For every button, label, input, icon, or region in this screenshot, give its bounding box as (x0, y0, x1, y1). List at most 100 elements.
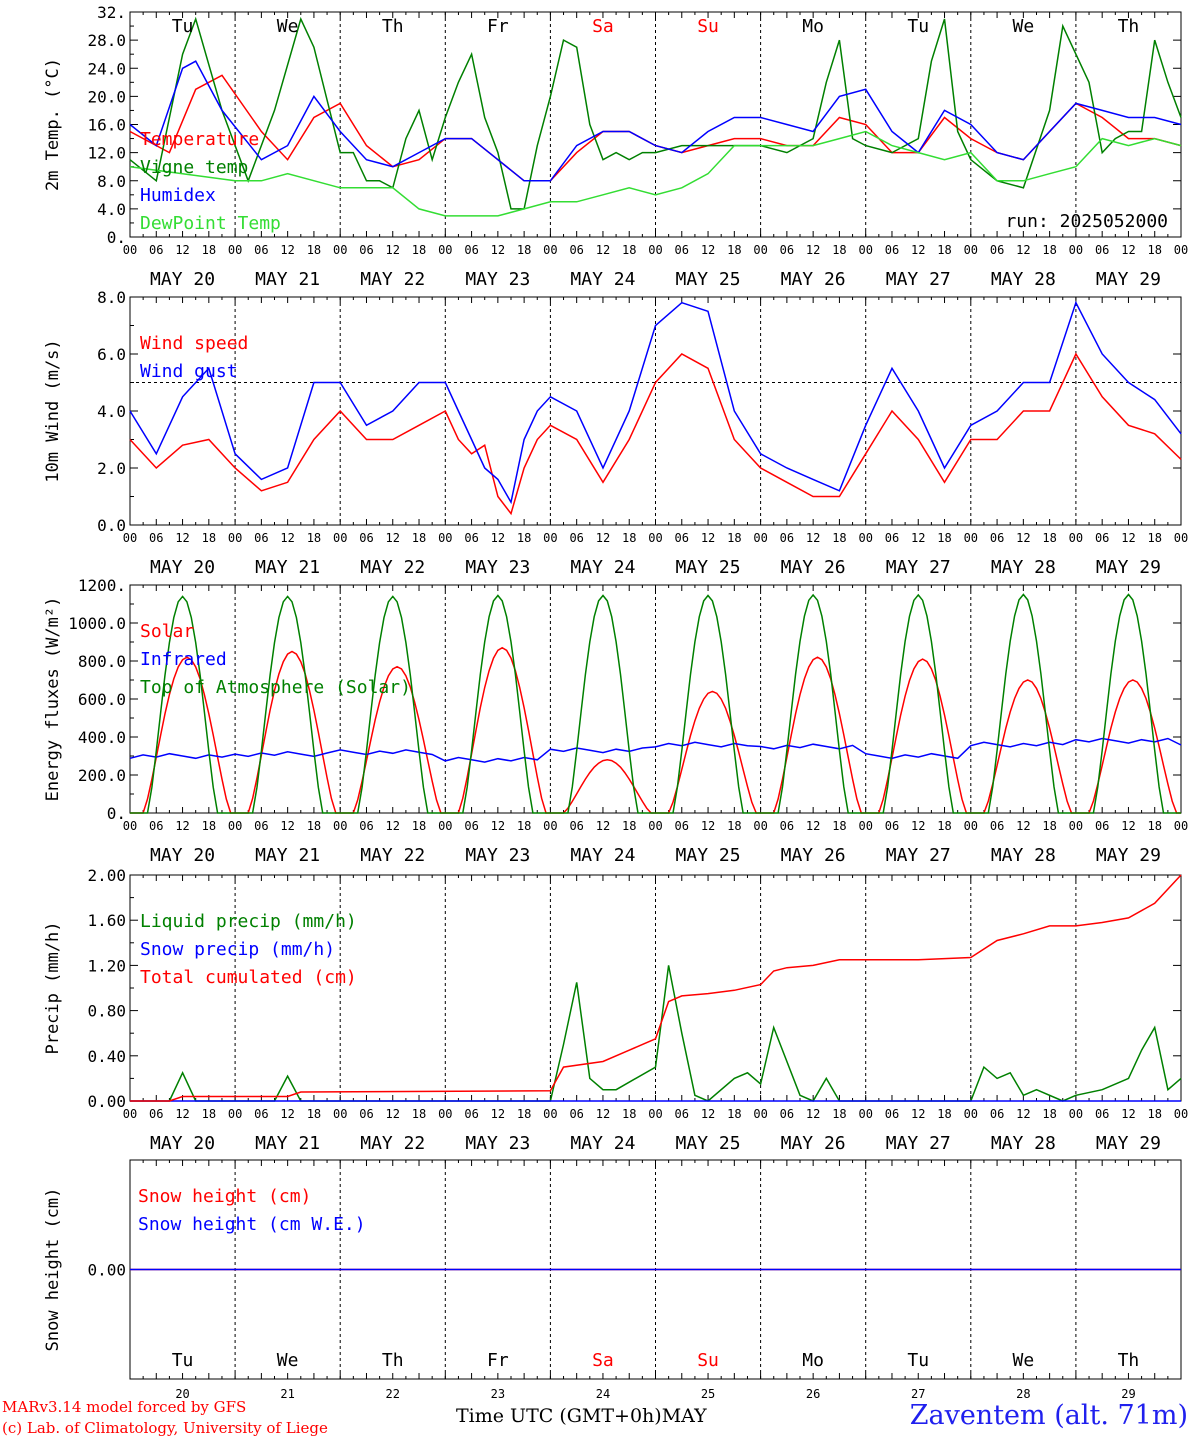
location-title: Zaventem (alt. 71m) (909, 1400, 1188, 1431)
day-name-label: Tu (907, 16, 929, 37)
hour-tick-label: 00 (123, 531, 137, 545)
hour-tick-label: 18 (1147, 531, 1161, 545)
legend-entry: Snow height (cm) (138, 1186, 311, 1207)
hour-tick-label: 12 (806, 819, 820, 833)
hour-tick-label: 00 (123, 243, 137, 257)
date-label: MAY 21 (255, 557, 320, 578)
hour-tick-label: 06 (1095, 1107, 1109, 1121)
hour-tick-label: 18 (1147, 243, 1161, 257)
day-name-label: Tu (172, 16, 194, 37)
y-tick-label: 8.0 (97, 172, 126, 191)
hour-tick-label: 06 (569, 531, 583, 545)
hour-tick-label: 06 (1095, 819, 1109, 833)
y-tick-label: 1200. (78, 576, 126, 595)
day-name-label: Mo (802, 1350, 824, 1371)
hour-tick-label: 06 (254, 819, 268, 833)
hour-tick-label: 12 (280, 1107, 294, 1121)
hour-tick-label: 06 (675, 531, 689, 545)
date-label: MAY 27 (886, 1133, 951, 1154)
y-tick-label: 0.80 (87, 1002, 126, 1021)
hour-tick-label: 18 (202, 819, 216, 833)
day-number-label: 28 (1016, 1387, 1030, 1401)
hour-tick-label: 12 (806, 243, 820, 257)
xaxis-title-text: Time UTC (GMT+0h) (456, 1405, 662, 1427)
y-tick-label: 0. (107, 804, 126, 823)
series-line-top-of-atmosphere-solar- (130, 593, 1181, 814)
panel-frame (129, 11, 1182, 238)
hour-tick-label: 00 (648, 1107, 662, 1121)
y-axis-label: Snow height (cm) (43, 1188, 63, 1352)
hour-tick-label: 18 (622, 819, 636, 833)
hour-tick-label: 00 (1174, 243, 1188, 257)
date-label: MAY 22 (360, 1133, 425, 1154)
hour-tick-label: 12 (701, 819, 715, 833)
date-label: MAY 29 (1096, 845, 1161, 866)
hour-tick-label: 12 (911, 1107, 925, 1121)
day-number-label: 25 (701, 1387, 715, 1401)
hour-tick-label: 12 (1016, 1107, 1030, 1121)
hour-tick-label: 12 (596, 1107, 610, 1121)
hour-tick-label: 18 (412, 243, 426, 257)
date-label: MAY 24 (570, 557, 635, 578)
date-label: MAY 23 (465, 1133, 530, 1154)
hour-tick-label: 06 (885, 1107, 899, 1121)
panel-2: 10m Wind (m/s) (43, 296, 1182, 526)
hour-tick-label: 06 (254, 531, 268, 545)
hour-tick-label: 12 (596, 819, 610, 833)
hour-tick-label: 06 (149, 531, 163, 545)
legend-entry: Solar (140, 621, 194, 642)
y-tick-label: 1.60 (87, 911, 126, 930)
hour-tick-label: 12 (1016, 531, 1030, 545)
hour-tick-label: 00 (1174, 1107, 1188, 1121)
hour-tick-label: 12 (175, 819, 189, 833)
date-label: MAY 26 (781, 557, 846, 578)
day-number-label: 24 (596, 1387, 610, 1401)
date-label: MAY 20 (150, 269, 215, 290)
panel-4: Precip (mm/h) (43, 874, 1182, 1102)
hour-tick-label: 00 (438, 531, 452, 545)
hour-tick-label: 18 (202, 243, 216, 257)
hour-tick-label: 06 (464, 531, 478, 545)
hour-tick-label: 06 (675, 819, 689, 833)
hour-tick-label: 00 (228, 1107, 242, 1121)
hour-tick-label: 06 (885, 819, 899, 833)
hour-tick-label: 00 (438, 243, 452, 257)
hour-tick-label: 12 (175, 531, 189, 545)
hour-tick-label: 18 (1042, 243, 1056, 257)
hour-tick-label: 06 (780, 1107, 794, 1121)
hour-tick-label: 06 (149, 1107, 163, 1121)
hour-tick-label: 18 (832, 1107, 846, 1121)
legend-entry: Humidex (140, 185, 216, 206)
day-number-label: 22 (386, 1387, 400, 1401)
day-name-label: We (1013, 16, 1035, 37)
day-name-label: Su (697, 1350, 719, 1371)
run-label: run: 2025052000 (1005, 211, 1168, 232)
date-label: MAY 24 (570, 845, 635, 866)
hour-tick-label: 00 (753, 819, 767, 833)
date-label: MAY 21 (255, 269, 320, 290)
date-label: MAY 26 (781, 1133, 846, 1154)
hour-tick-label: 12 (386, 819, 400, 833)
date-label: MAY 21 (255, 845, 320, 866)
hour-tick-label: 00 (648, 243, 662, 257)
legend-entry: Snow precip (mm/h) (140, 939, 335, 960)
y-tick-label: 12.0 (87, 144, 126, 163)
hour-tick-label: 18 (727, 819, 741, 833)
date-label: MAY 26 (781, 845, 846, 866)
hour-tick-label: 06 (359, 819, 373, 833)
hour-tick-label: 00 (123, 1107, 137, 1121)
y-tick-label: 400.0 (78, 728, 126, 747)
hour-tick-label: 06 (675, 243, 689, 257)
date-label: MAY 25 (676, 269, 741, 290)
hour-tick-label: 00 (543, 531, 557, 545)
hour-tick-label: 12 (701, 531, 715, 545)
hour-tick-label: 12 (911, 819, 925, 833)
hour-tick-label: 18 (202, 1107, 216, 1121)
date-label: MAY 29 (1096, 269, 1161, 290)
hour-tick-label: 18 (937, 819, 951, 833)
y-tick-label: 6.0 (97, 345, 126, 364)
hour-tick-label: 06 (780, 531, 794, 545)
hour-tick-label: 00 (438, 1107, 452, 1121)
hour-tick-label: 00 (858, 243, 872, 257)
